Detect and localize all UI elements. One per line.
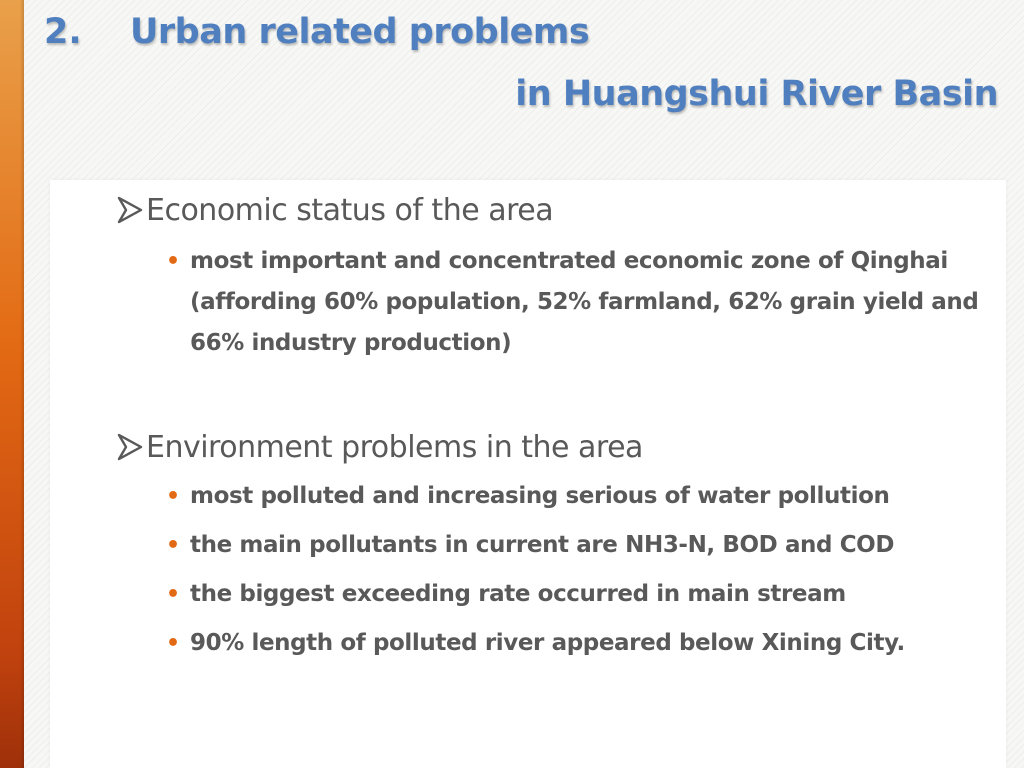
- slide-title-line-2: in Huangshui River Basin: [515, 74, 998, 114]
- list-item: • the biggest exceeding rate occurred in…: [114, 570, 1004, 619]
- dot-icon: •: [166, 533, 180, 558]
- list-item: • most important and concentrated econom…: [114, 241, 1004, 364]
- list-item-text: most polluted and increasing serious of …: [190, 483, 890, 509]
- side-accent-bar: [0, 0, 24, 768]
- arrow-right-icon: [117, 433, 143, 461]
- list-item: • the main pollutants in current are NH3…: [114, 521, 1004, 570]
- list-item-text: 90% length of polluted river appeared be…: [190, 630, 905, 656]
- list-item-text: the biggest exceeding rate occurred in m…: [190, 581, 846, 607]
- section-economic-status: Economic status of the area • most impor…: [114, 190, 1004, 364]
- list-item-text: the main pollutants in current are NH3-N…: [190, 532, 895, 558]
- content-panel: [50, 180, 1006, 768]
- section-heading-text: Economic status of the area: [146, 192, 554, 228]
- list-item: • most polluted and increasing serious o…: [114, 472, 1004, 521]
- section-heading: Environment problems in the area: [114, 427, 1004, 467]
- dot-icon: •: [166, 484, 180, 509]
- list-item-text: most important and concentrated economic…: [190, 248, 979, 356]
- slide-title-line-1: Urban related problems: [130, 12, 590, 52]
- arrow-right-icon: [117, 196, 143, 224]
- section-heading-text: Environment problems in the area: [146, 429, 643, 465]
- dot-icon: •: [166, 249, 180, 274]
- list-item: • 90% length of polluted river appeared …: [114, 619, 1004, 668]
- dot-icon: •: [166, 582, 180, 607]
- slide-title-number: 2.: [44, 12, 82, 52]
- bullet-list: • most important and concentrated econom…: [114, 241, 1004, 364]
- bullet-list: • most polluted and increasing serious o…: [114, 472, 1004, 668]
- dot-icon: •: [166, 631, 180, 656]
- section-environment-problems: Environment problems in the area • most …: [114, 427, 1004, 668]
- section-heading: Economic status of the area: [114, 190, 1004, 230]
